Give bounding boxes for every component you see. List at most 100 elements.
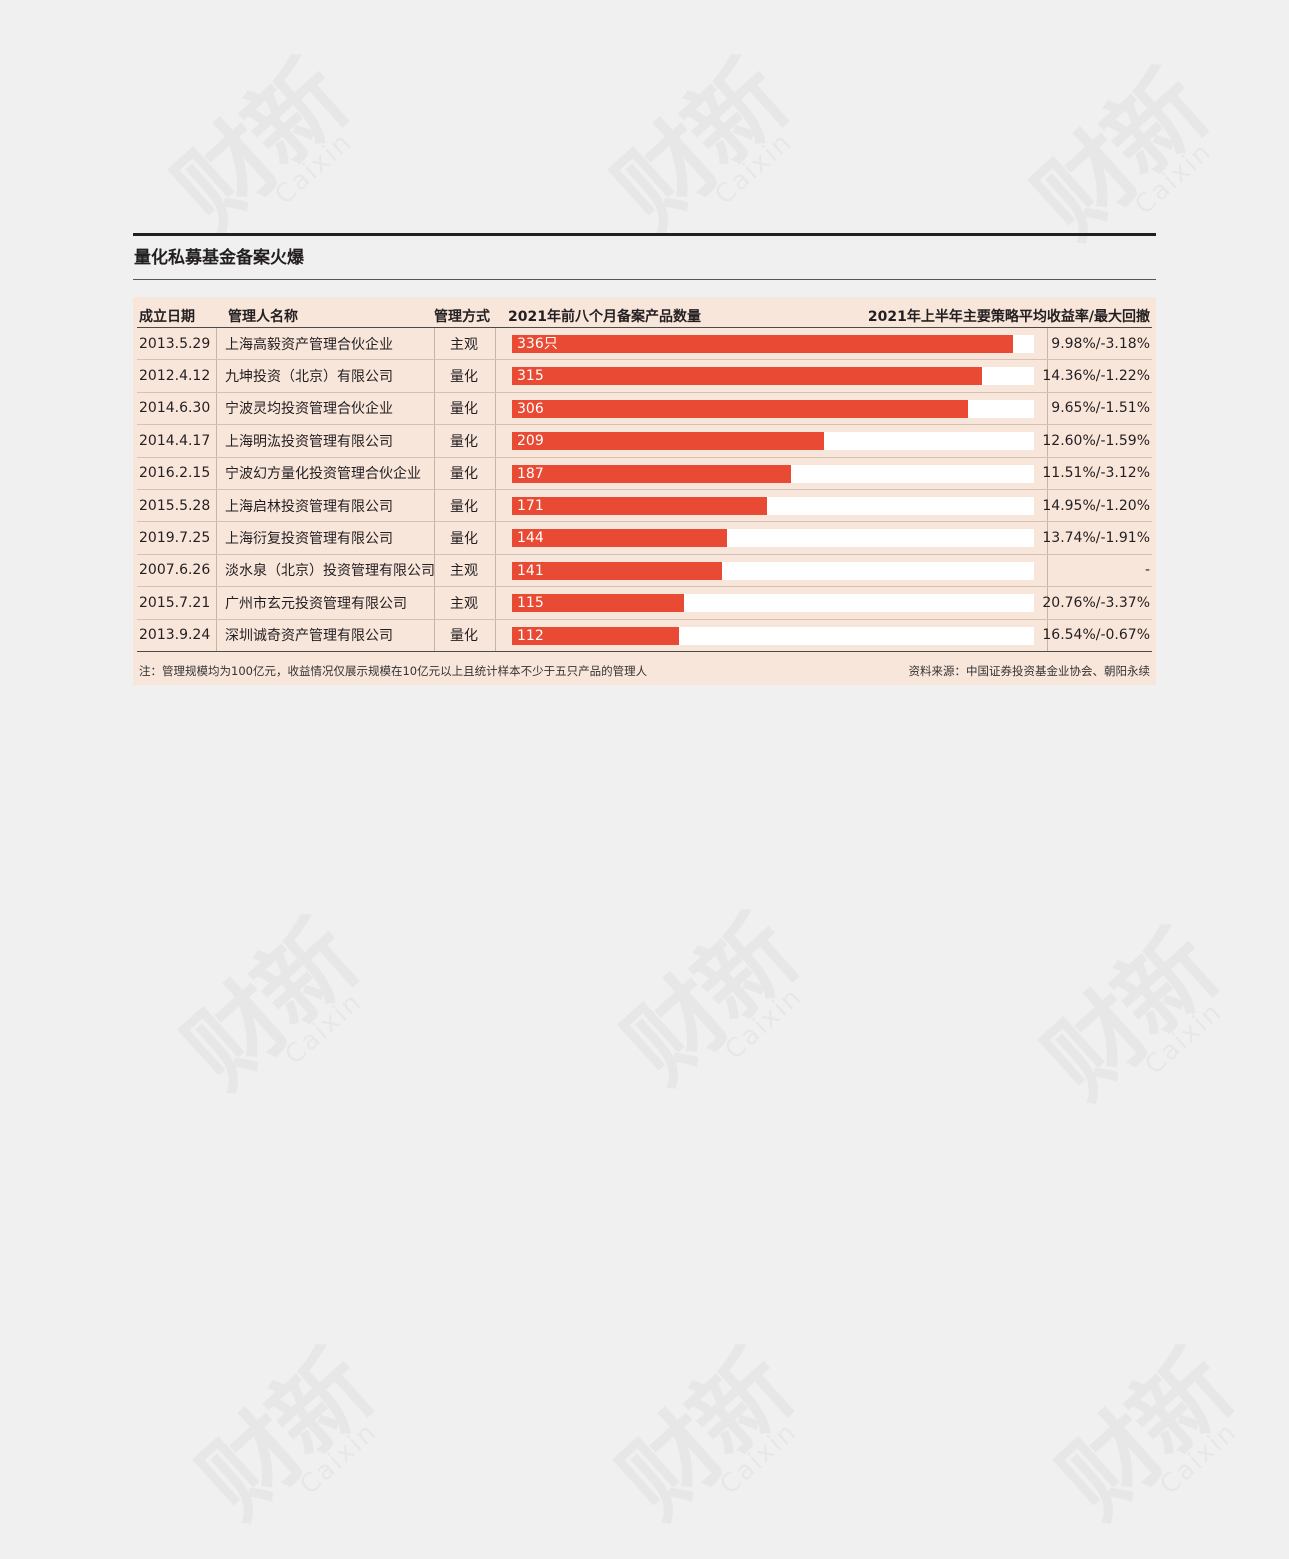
cell-management-mode: 量化 <box>450 401 478 418</box>
column-divider <box>1047 392 1048 425</box>
cell-date: 2015.7.21 <box>139 594 211 611</box>
column-divider <box>434 554 435 587</box>
column-divider <box>1047 619 1048 651</box>
table-row: 2012.4.12 九坤投资（北京）有限公司 量化 315 14.36%/-1.22% <box>137 360 1152 393</box>
cell-manager-name: 广州市玄元投资管理有限公司 <box>225 595 407 612</box>
cell-return-drawdown: 12.60%/-1.59% <box>1042 432 1150 449</box>
chart-title: 量化私募基金备案火爆 <box>133 236 1156 280</box>
column-divider <box>434 522 435 554</box>
bar-track: 112 <box>512 626 1034 645</box>
column-divider <box>434 457 435 489</box>
watermark: 财新Caixin <box>610 903 824 1112</box>
column-divider <box>495 619 496 651</box>
watermark: 财新Caixin <box>600 48 814 257</box>
column-divider <box>216 425 217 457</box>
bar-track: 315 <box>512 367 1034 386</box>
cell-date: 2013.5.29 <box>139 335 211 352</box>
column-divider <box>216 392 217 425</box>
cell-management-mode: 主观 <box>450 595 478 612</box>
table-row: 2014.4.17 上海明汯投资管理有限公司 量化 209 12.60%/-1.59% <box>137 425 1152 458</box>
cell-date: 2019.7.25 <box>139 530 211 547</box>
cell-manager-name: 宁波灵均投资管理合伙企业 <box>225 401 393 418</box>
source-note: 资料来源：中国证券投资基金业协会、朝阳永续 <box>908 663 1151 678</box>
column-divider <box>495 522 496 554</box>
bar-mark <box>512 432 824 451</box>
column-divider <box>495 328 496 360</box>
table-panel: 成立日期 管理人名称 管理方式 2021年前八个月备案产品数量 2021年上半年… <box>133 297 1156 685</box>
cell-manager-name: 上海明汯投资管理有限公司 <box>225 433 393 450</box>
column-divider <box>1047 489 1048 522</box>
column-divider <box>434 619 435 651</box>
cell-date: 2014.6.30 <box>139 400 211 417</box>
bar-mark <box>512 561 723 580</box>
col-header-return: 2021年上半年主要策略平均收益率/最大回撤 <box>867 309 1150 325</box>
cell-management-mode: 量化 <box>450 531 478 548</box>
col-header-count: 2021年前八个月备案产品数量 <box>508 309 701 325</box>
column-divider <box>434 392 435 425</box>
bar-value-label: 171 <box>517 497 544 514</box>
table-footer: 注：管理规模均为100亿元，收益情况仅展示规模在10亿元以上且统计样本不少于五只… <box>137 652 1152 686</box>
column-divider <box>216 360 217 392</box>
column-divider <box>216 619 217 651</box>
table-row: 2015.7.21 广州市玄元投资管理有限公司 主观 115 20.76%/-3.37% <box>137 587 1152 620</box>
cell-date: 2012.4.12 <box>139 368 211 385</box>
column-divider <box>1047 328 1048 360</box>
column-divider <box>434 328 435 360</box>
bar-mark <box>512 496 768 515</box>
cell-manager-name: 宁波幻方量化投资管理合伙企业 <box>225 466 421 483</box>
cell-manager-name: 上海高毅资产管理合伙企业 <box>225 336 393 353</box>
table-row: 2007.6.26 淡水泉（北京）投资管理有限公司 主观 141 - <box>137 554 1152 588</box>
column-divider <box>495 425 496 457</box>
column-divider <box>495 489 496 522</box>
bar-track: 171 <box>512 496 1034 515</box>
cell-manager-name: 深圳诚奇资产管理有限公司 <box>225 628 393 645</box>
cell-date: 2014.4.17 <box>139 432 211 449</box>
cell-return-drawdown: - <box>1144 562 1150 579</box>
bar-track: 144 <box>512 529 1034 548</box>
column-divider <box>216 489 217 522</box>
cell-return-drawdown: 13.74%/-1.91% <box>1042 530 1150 547</box>
cell-management-mode: 量化 <box>450 433 478 450</box>
column-divider <box>1047 360 1048 392</box>
bar-mark <box>512 464 791 483</box>
bar-track: 141 <box>512 561 1034 580</box>
column-divider <box>434 587 435 619</box>
cell-management-mode: 主观 <box>450 563 478 580</box>
bar-mark <box>512 367 982 386</box>
bar-value-label: 112 <box>517 627 544 644</box>
bar-value-label: 306 <box>517 400 544 417</box>
chart-figure: 量化私募基金备案火爆 成立日期 管理人名称 管理方式 2021年前八个月备案产品… <box>133 233 1156 685</box>
column-divider <box>495 587 496 619</box>
column-divider <box>495 392 496 425</box>
cell-return-drawdown: 14.95%/-1.20% <box>1042 497 1150 514</box>
column-divider <box>1047 587 1048 619</box>
table-row: 2019.7.25 上海衍复投资管理有限公司 量化 144 13.74%/-1.91% <box>137 522 1152 555</box>
column-divider <box>495 457 496 489</box>
bar-value-label: 336只 <box>517 336 558 352</box>
bar-track: 336只 <box>512 335 1034 353</box>
cell-date: 2007.6.26 <box>139 562 211 579</box>
watermark: 财新Caixin <box>1045 1338 1259 1547</box>
bar-track: 187 <box>512 464 1034 483</box>
column-divider <box>434 425 435 457</box>
bar-value-label: 144 <box>517 530 544 547</box>
cell-manager-name: 淡水泉（北京）投资管理有限公司 <box>225 563 435 580</box>
col-header-name: 管理人名称 <box>228 309 298 325</box>
cell-manager-name: 上海衍复投资管理有限公司 <box>225 531 393 548</box>
bar-value-label: 187 <box>517 465 544 482</box>
bar-track: 115 <box>512 594 1034 613</box>
table-row: 2016.2.15 宁波幻方量化投资管理合伙企业 量化 187 11.51%/-3.12… <box>137 457 1152 490</box>
footnote: 注：管理规模均为100亿元，收益情况仅展示规模在10亿元以上且统计样本不少于五只… <box>139 663 648 678</box>
top-rule <box>133 233 1156 236</box>
col-header-date: 成立日期 <box>139 309 195 325</box>
column-divider <box>216 457 217 489</box>
table-row: 2013.9.24 深圳诚奇资产管理有限公司 量化 112 16.54%/-0.67% <box>137 619 1152 652</box>
cell-management-mode: 量化 <box>450 369 478 386</box>
column-divider <box>216 328 217 360</box>
bar-mark <box>512 529 727 548</box>
bar-mark <box>512 594 684 613</box>
bar-track: 306 <box>512 399 1034 418</box>
watermark: 财新Caixin <box>160 48 374 257</box>
watermark: 财新Caixin <box>185 1338 399 1547</box>
cell-return-drawdown: 11.51%/-3.12% <box>1042 465 1150 482</box>
